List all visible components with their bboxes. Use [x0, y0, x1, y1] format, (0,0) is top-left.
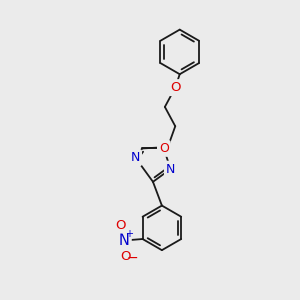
Text: −: −	[126, 251, 138, 265]
Text: O: O	[170, 81, 181, 94]
Text: N: N	[119, 233, 130, 248]
Text: O: O	[115, 218, 126, 232]
Text: N: N	[131, 151, 140, 164]
Text: N: N	[166, 163, 175, 176]
Text: +: +	[125, 229, 134, 239]
Text: O: O	[159, 142, 169, 155]
Text: O: O	[120, 250, 131, 263]
